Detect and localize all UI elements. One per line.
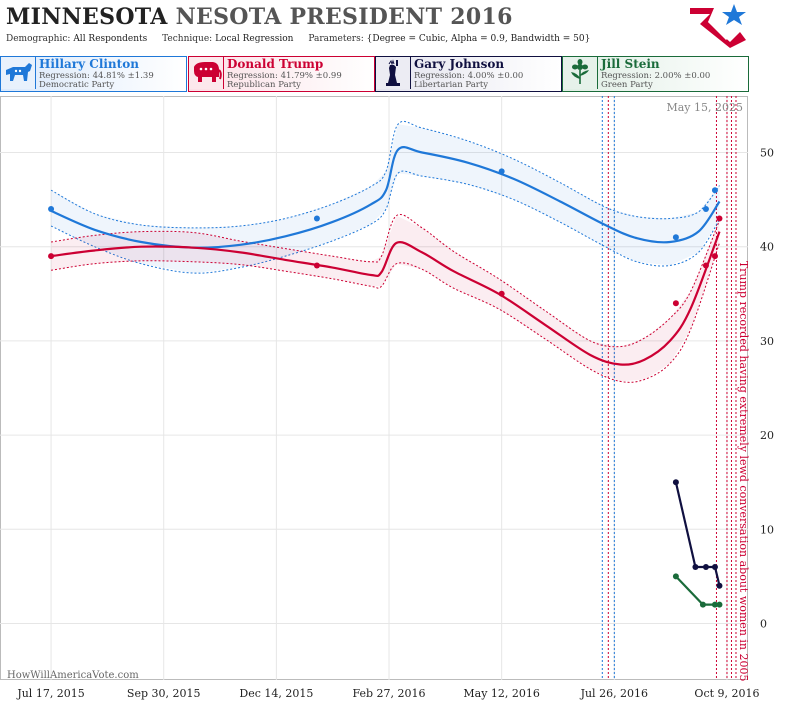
poll-point[interactable] bbox=[672, 479, 679, 486]
x-axis-labels: Jul 17, 2015 Sep 30, 2015 Dec 14, 2015 Feb … bbox=[16, 687, 759, 700]
y-tick-label: 50 bbox=[760, 147, 774, 160]
flower-icon bbox=[563, 57, 598, 89]
technique-value[interactable]: Local Regression bbox=[215, 34, 294, 44]
demographic-value[interactable]: All Respondents bbox=[73, 34, 148, 44]
poll-points bbox=[48, 168, 723, 608]
poll-point[interactable] bbox=[702, 206, 709, 213]
candidate-card-johnson[interactable]: Gary Johnson Regression: 4.00% ±0.00 Lib… bbox=[375, 56, 562, 92]
poll-point[interactable] bbox=[672, 573, 679, 580]
x-tick-label: Jul 17, 2015 bbox=[16, 687, 85, 700]
poll-point[interactable] bbox=[692, 563, 699, 570]
candidate-party: Libertarian Party bbox=[414, 80, 489, 90]
candidate-regression: Regression: 2.00% ±0.00 bbox=[601, 71, 711, 81]
y-tick-label: 10 bbox=[760, 523, 774, 536]
trend-line bbox=[675, 575, 720, 606]
candidate-party: Green Party bbox=[601, 80, 653, 90]
candidate-name: Hillary Clinton bbox=[39, 57, 139, 71]
watermark: HowWillAmericaVote.com bbox=[7, 670, 139, 681]
chart-date: May 15, 2025 bbox=[666, 101, 743, 114]
band-lower-line bbox=[50, 170, 720, 274]
trend-line bbox=[50, 231, 721, 366]
poll-point[interactable] bbox=[498, 290, 505, 297]
x-tick-label: Sep 30, 2015 bbox=[127, 687, 201, 700]
poll-point[interactable] bbox=[716, 215, 723, 222]
event-lines bbox=[601, 96, 737, 680]
candidate-card-stein[interactable]: Jill Stein Regression: 2.00% ±0.00 Green… bbox=[562, 56, 749, 92]
poll-point[interactable] bbox=[313, 215, 320, 222]
x-tick-label: Feb 27, 2016 bbox=[352, 687, 425, 700]
poll-point[interactable] bbox=[672, 234, 679, 241]
poll-point[interactable] bbox=[716, 582, 723, 589]
candidate-legend: Hillary Clinton Regression: 44.81% ±1.39… bbox=[0, 56, 789, 92]
candidate-name: Jill Stein bbox=[601, 57, 660, 71]
y-axis-labels: 0 10 20 30 40 50 bbox=[760, 147, 774, 631]
poll-point[interactable] bbox=[711, 601, 718, 608]
x-tick-label: Dec 14, 2015 bbox=[239, 687, 313, 700]
statue-of-liberty-icon bbox=[376, 57, 411, 89]
poll-point[interactable] bbox=[711, 253, 718, 260]
event-annotation: Trump recorded having extremely lewd con… bbox=[737, 261, 750, 682]
candidate-card-trump[interactable]: Donald Trump Regression: 41.79% ±0.99 Re… bbox=[188, 56, 375, 92]
poll-point[interactable] bbox=[498, 168, 505, 175]
poll-point[interactable] bbox=[711, 563, 718, 570]
poll-point[interactable] bbox=[672, 300, 679, 307]
demographic-label: Demographic: bbox=[6, 34, 71, 44]
parameters-bar: Demographic: All Respondents Technique: … bbox=[6, 34, 590, 44]
poll-point[interactable] bbox=[716, 601, 723, 608]
technique-label: Technique: bbox=[162, 34, 213, 44]
confidence-band bbox=[51, 215, 720, 382]
band-upper-line bbox=[51, 214, 720, 348]
candidate-regression: Regression: 41.79% ±0.99 bbox=[227, 71, 342, 81]
poll-point[interactable] bbox=[711, 187, 718, 194]
x-tick-label: Jul 26, 2016 bbox=[580, 687, 649, 700]
y-tick-label: 20 bbox=[760, 429, 774, 442]
poll-point[interactable] bbox=[702, 563, 709, 570]
poll-point[interactable] bbox=[48, 253, 55, 260]
confidence-band bbox=[51, 124, 720, 274]
x-tick-label: Oct 9, 2016 bbox=[694, 687, 759, 700]
band-lower-line bbox=[51, 242, 720, 383]
elephant-icon bbox=[189, 57, 224, 89]
parameters-value[interactable]: {Degree = Cubic, Alpha = 0.9, Bandwidth … bbox=[366, 34, 591, 44]
poll-point[interactable] bbox=[313, 262, 320, 269]
page-title: MINNESOTA NESOTA PRESIDENT 2016 bbox=[6, 4, 513, 30]
poll-point[interactable] bbox=[702, 262, 709, 269]
candidate-regression: Regression: 4.00% ±0.00 bbox=[414, 71, 524, 81]
candidate-name: Donald Trump bbox=[227, 57, 324, 71]
y-tick-label: 30 bbox=[760, 335, 774, 348]
site-logo-icon bbox=[690, 4, 746, 48]
poll-chart: 0 10 20 30 40 50 Jul 17, 2015 Sep 30, 2015 Dec … bbox=[0, 96, 774, 700]
candidate-party: Republican Party bbox=[227, 80, 301, 90]
candidate-regression: Regression: 44.81% ±1.39 bbox=[39, 71, 154, 81]
y-tick-label: 0 bbox=[760, 617, 767, 630]
plot-frame bbox=[0, 96, 748, 680]
parameters-label: Parameters: bbox=[308, 34, 364, 44]
x-tick-label: May 12, 2016 bbox=[463, 687, 540, 700]
poll-point[interactable] bbox=[48, 206, 55, 213]
title-state: MINNESOTA bbox=[6, 4, 168, 30]
band-upper-line bbox=[50, 120, 720, 229]
donkey-icon bbox=[1, 57, 36, 89]
y-tick-label: 40 bbox=[760, 241, 774, 254]
poll-point[interactable] bbox=[699, 601, 706, 608]
candidate-party: Democratic Party bbox=[39, 80, 115, 90]
trend-line bbox=[674, 481, 721, 587]
candidate-card-clinton[interactable]: Hillary Clinton Regression: 44.81% ±1.39… bbox=[0, 56, 187, 92]
confidence-bands bbox=[50, 120, 720, 383]
title-rest: NESOTA PRESIDENT 2016 bbox=[175, 4, 513, 30]
candidate-name: Gary Johnson bbox=[414, 57, 505, 71]
